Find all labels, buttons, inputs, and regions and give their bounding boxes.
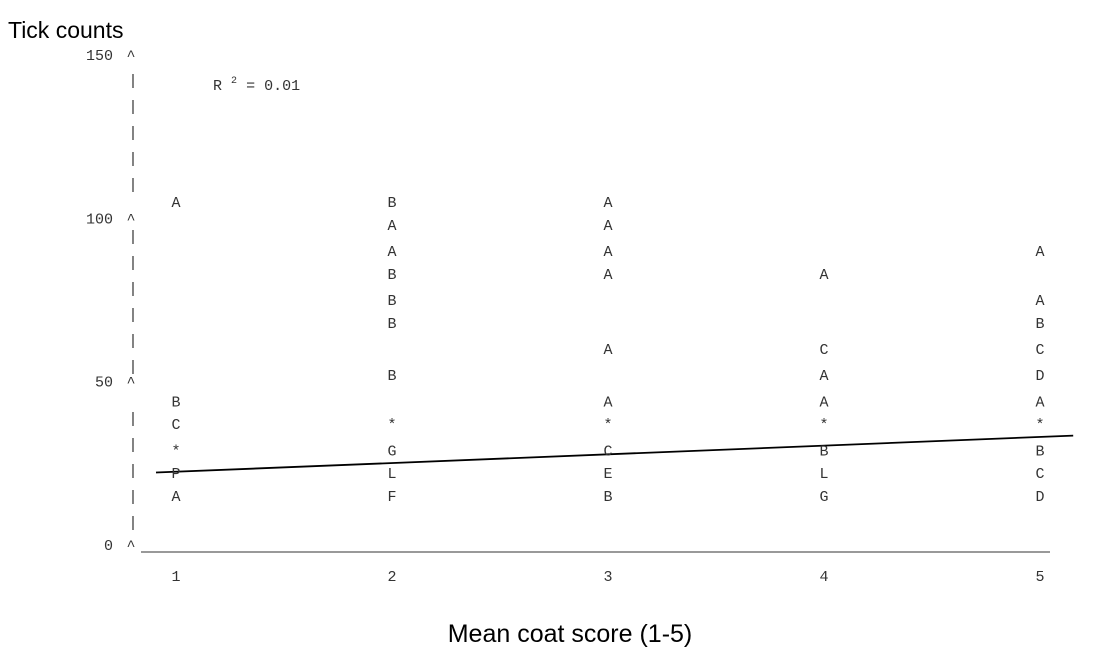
y-tick-marker: ^ xyxy=(126,211,135,228)
y-tick-label: 50 xyxy=(95,375,113,392)
regression-point-marker: * xyxy=(1035,417,1044,434)
y-axis-bar: | xyxy=(128,151,137,168)
x-tick-label: 5 xyxy=(1035,569,1044,586)
data-point: A xyxy=(1035,293,1044,310)
regression-line xyxy=(155,434,1074,474)
y-axis-bar: | xyxy=(128,307,137,324)
x-axis: 1 2 3 4 5 xyxy=(141,551,1050,586)
y-axis-bar: | xyxy=(128,125,137,142)
data-point: B xyxy=(387,267,396,284)
regression-point-marker: * xyxy=(819,417,828,434)
data-point: E xyxy=(603,466,612,483)
data-point: B xyxy=(387,368,396,385)
data-point: A xyxy=(603,244,612,261)
y-axis-bar: | xyxy=(128,437,137,454)
data-point: P xyxy=(171,466,180,483)
data-point: A xyxy=(387,244,396,261)
x-axis-label: Mean coat score (1-5) xyxy=(448,620,693,648)
data-point: B xyxy=(819,443,828,460)
r-squared-annotation: R 2 = 0.01 xyxy=(213,71,300,95)
y-tick-label: 0 xyxy=(104,538,113,555)
data-point: C xyxy=(1035,342,1044,359)
y-tick-marker: ^ xyxy=(126,538,135,555)
data-point: D xyxy=(1035,489,1044,506)
r-squared-symbol: R xyxy=(213,78,222,95)
data-point: B xyxy=(387,316,396,333)
r-squared-superscript: 2 xyxy=(231,76,237,87)
x-tick-label: 4 xyxy=(819,569,828,586)
data-point: B xyxy=(387,195,396,212)
data-point: L xyxy=(387,466,396,483)
y-tick-label: 150 xyxy=(86,48,113,65)
y-axis-bar: | xyxy=(128,333,137,350)
data-point: L xyxy=(819,466,828,483)
x-tick-label: 1 xyxy=(171,569,180,586)
data-point: F xyxy=(387,489,396,506)
data-point: B xyxy=(387,293,396,310)
y-tick-marker: ^ xyxy=(126,375,135,392)
data-point: A xyxy=(603,218,612,235)
data-point: A xyxy=(819,394,828,411)
data-point: G xyxy=(387,443,396,460)
data-point: A xyxy=(603,267,612,284)
y-axis-bar: | xyxy=(128,489,137,506)
data-point: C xyxy=(1035,466,1044,483)
data-point: B xyxy=(171,394,180,411)
y-axis-bar: | xyxy=(128,99,137,116)
data-point: A xyxy=(603,195,612,212)
regression-line-group xyxy=(155,434,1074,474)
y-axis-bar: | xyxy=(128,255,137,272)
y-axis-bar: | xyxy=(128,515,137,532)
y-axis-bar: | xyxy=(128,359,137,376)
y-tick-marker: ^ xyxy=(126,48,135,65)
data-point: A xyxy=(603,342,612,359)
data-point: C xyxy=(603,443,612,460)
data-point: A xyxy=(171,195,180,212)
data-point: A xyxy=(1035,244,1044,261)
regression-point-marker: * xyxy=(387,417,396,434)
data-point: A xyxy=(1035,394,1044,411)
regression-point-marker: * xyxy=(603,417,612,434)
regression-point-marker: * xyxy=(171,443,180,460)
y-axis-bar: | xyxy=(128,281,137,298)
y-axis-bar: | xyxy=(128,411,137,428)
y-axis-bar: | xyxy=(128,463,137,480)
data-point: A xyxy=(819,368,828,385)
data-point: D xyxy=(1035,368,1044,385)
data-point: G xyxy=(819,489,828,506)
y-axis-bar: | xyxy=(128,73,137,90)
data-point: A xyxy=(819,267,828,284)
data-point: A xyxy=(387,218,396,235)
y-tick-label: 100 xyxy=(86,211,113,228)
x-tick-label: 2 xyxy=(387,569,396,586)
y-axis-bar: | xyxy=(128,229,137,246)
y-axis-bar: | xyxy=(128,177,137,194)
data-point: A xyxy=(171,489,180,506)
y-axis: | | | | | | | | | | | | | | | | 0 ^ 50 ^ 100 ^ 150 ^ xyxy=(86,48,138,555)
data-point: C xyxy=(171,417,180,434)
data-points: ABC*PABAABBBB*GLFAAAAAA*CEBACAA*BLGAABCD… xyxy=(171,195,1044,506)
data-point: C xyxy=(819,342,828,359)
data-point: B xyxy=(1035,316,1044,333)
x-tick-label: 3 xyxy=(603,569,612,586)
chart-title: Tick counts xyxy=(8,17,123,43)
data-point: A xyxy=(603,394,612,411)
data-point: B xyxy=(603,489,612,506)
r-squared-value: = 0.01 xyxy=(246,78,300,95)
data-point: B xyxy=(1035,443,1044,460)
